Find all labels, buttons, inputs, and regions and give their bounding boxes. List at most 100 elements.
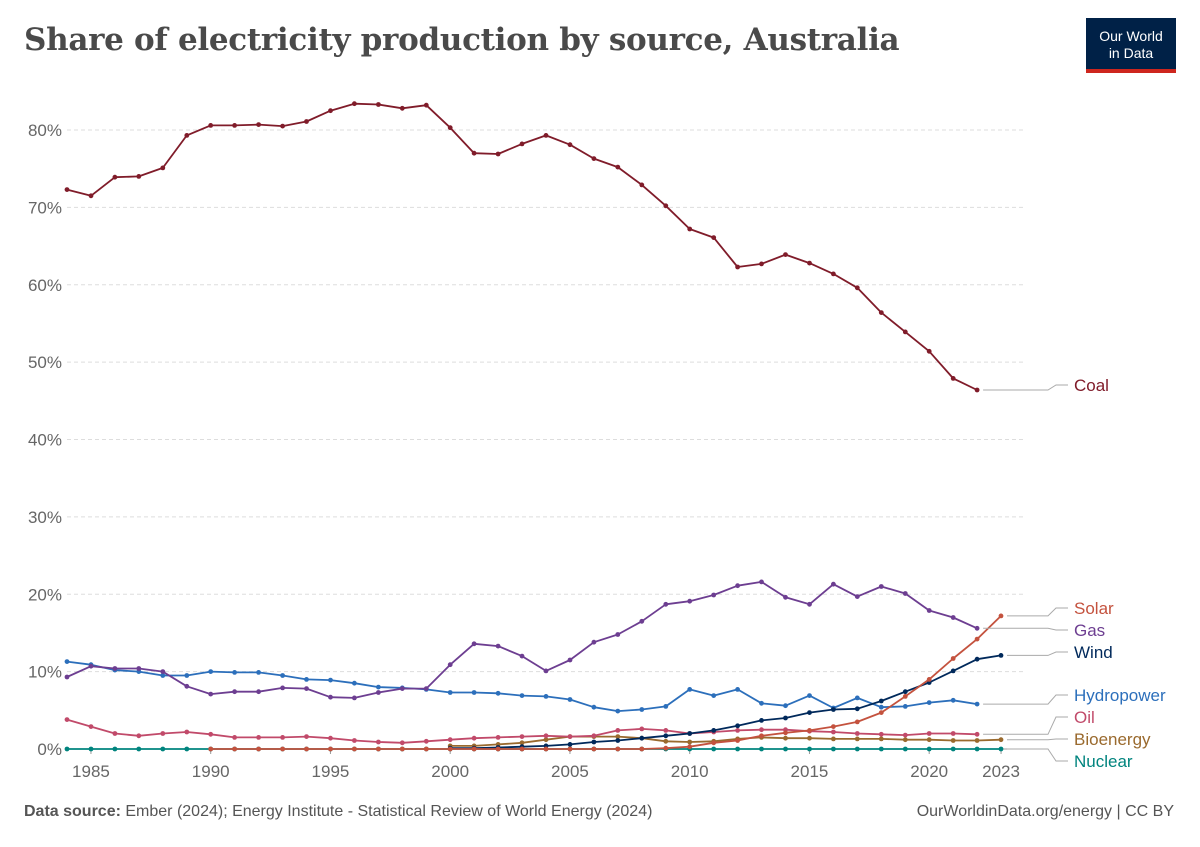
data-point[interactable]	[399, 740, 405, 746]
data-point[interactable]	[256, 122, 261, 127]
data-point[interactable]	[447, 737, 453, 743]
series-gas[interactable]	[64, 579, 980, 701]
data-point[interactable]	[783, 730, 788, 736]
data-point[interactable]	[88, 663, 94, 669]
data-point[interactable]	[711, 592, 717, 598]
data-point[interactable]	[352, 680, 357, 686]
data-point[interactable]	[88, 746, 94, 752]
data-point[interactable]	[280, 123, 285, 129]
data-point[interactable]	[807, 735, 812, 741]
data-point[interactable]	[926, 608, 932, 613]
data-point[interactable]	[208, 731, 214, 737]
data-point[interactable]	[64, 746, 70, 752]
data-point[interactable]	[208, 746, 214, 752]
data-point[interactable]	[495, 735, 501, 740]
data-point[interactable]	[304, 734, 309, 739]
owid-logo[interactable]: Our World in Data	[1086, 18, 1176, 73]
data-point[interactable]	[352, 695, 357, 701]
data-point[interactable]	[519, 734, 525, 739]
data-point[interactable]	[711, 740, 717, 746]
data-point[interactable]	[950, 731, 956, 736]
data-point[interactable]	[783, 703, 788, 709]
data-point[interactable]	[352, 738, 357, 743]
data-point[interactable]	[304, 746, 309, 752]
data-point[interactable]	[950, 615, 956, 620]
data-point[interactable]	[423, 102, 429, 108]
data-point[interactable]	[423, 738, 429, 744]
data-point[interactable]	[854, 719, 860, 725]
data-point[interactable]	[471, 641, 477, 647]
data-point[interactable]	[328, 694, 333, 700]
data-point[interactable]	[807, 710, 812, 715]
data-point[interactable]	[376, 684, 381, 690]
data-point[interactable]	[759, 727, 764, 733]
data-point[interactable]	[423, 746, 429, 752]
data-point[interactable]	[878, 310, 884, 315]
data-point[interactable]	[807, 746, 812, 752]
data-point[interactable]	[687, 739, 693, 745]
data-point[interactable]	[759, 579, 764, 585]
data-point[interactable]	[232, 689, 238, 695]
data-point[interactable]	[735, 728, 740, 733]
data-point[interactable]	[615, 632, 621, 637]
data-point[interactable]	[854, 594, 860, 599]
data-point[interactable]	[974, 656, 980, 662]
data-point[interactable]	[519, 653, 525, 659]
data-point[interactable]	[735, 264, 740, 270]
data-point[interactable]	[974, 738, 980, 743]
data-point[interactable]	[854, 731, 860, 736]
series-label-oil[interactable]: Oil	[1074, 708, 1095, 727]
data-point[interactable]	[807, 260, 812, 266]
data-point[interactable]	[88, 193, 94, 199]
data-point[interactable]	[615, 164, 621, 170]
data-point[interactable]	[687, 226, 693, 232]
data-point[interactable]	[184, 683, 190, 689]
data-point[interactable]	[184, 673, 190, 678]
data-point[interactable]	[160, 673, 166, 678]
data-point[interactable]	[328, 108, 333, 114]
data-point[interactable]	[831, 707, 836, 712]
data-point[interactable]	[902, 329, 908, 335]
data-point[interactable]	[878, 746, 884, 752]
data-point[interactable]	[232, 670, 238, 675]
data-point[interactable]	[280, 685, 285, 691]
data-point[interactable]	[112, 731, 118, 736]
series-label-nuclear[interactable]: Nuclear	[1074, 752, 1133, 771]
data-point[interactable]	[926, 746, 932, 752]
data-point[interactable]	[615, 746, 621, 752]
data-point[interactable]	[160, 165, 166, 171]
series-line[interactable]	[66, 660, 978, 712]
data-point[interactable]	[998, 737, 1004, 743]
data-point[interactable]	[471, 690, 477, 695]
data-point[interactable]	[519, 141, 525, 147]
data-point[interactable]	[328, 677, 333, 683]
data-point[interactable]	[567, 142, 573, 148]
data-point[interactable]	[399, 686, 405, 691]
data-point[interactable]	[854, 706, 860, 712]
data-point[interactable]	[591, 746, 597, 752]
data-point[interactable]	[926, 348, 932, 354]
data-point[interactable]	[831, 729, 836, 735]
data-point[interactable]	[639, 726, 645, 732]
data-point[interactable]	[591, 733, 597, 739]
data-point[interactable]	[711, 235, 717, 241]
data-point[interactable]	[208, 123, 214, 128]
data-point[interactable]	[974, 701, 980, 707]
data-point[interactable]	[256, 689, 261, 695]
data-point[interactable]	[447, 125, 453, 131]
data-point[interactable]	[687, 687, 693, 692]
data-point[interactable]	[112, 174, 118, 180]
data-point[interactable]	[136, 174, 142, 179]
data-point[interactable]	[232, 123, 238, 128]
data-point[interactable]	[663, 728, 669, 733]
data-point[interactable]	[543, 133, 549, 138]
data-point[interactable]	[878, 584, 884, 589]
data-point[interactable]	[136, 666, 142, 671]
data-point[interactable]	[663, 601, 669, 607]
data-point[interactable]	[376, 690, 381, 695]
data-point[interactable]	[831, 724, 836, 729]
series-label-gas[interactable]: Gas	[1074, 621, 1105, 640]
series-solar[interactable]	[208, 613, 1004, 752]
data-point[interactable]	[878, 698, 884, 704]
data-point[interactable]	[950, 668, 956, 674]
